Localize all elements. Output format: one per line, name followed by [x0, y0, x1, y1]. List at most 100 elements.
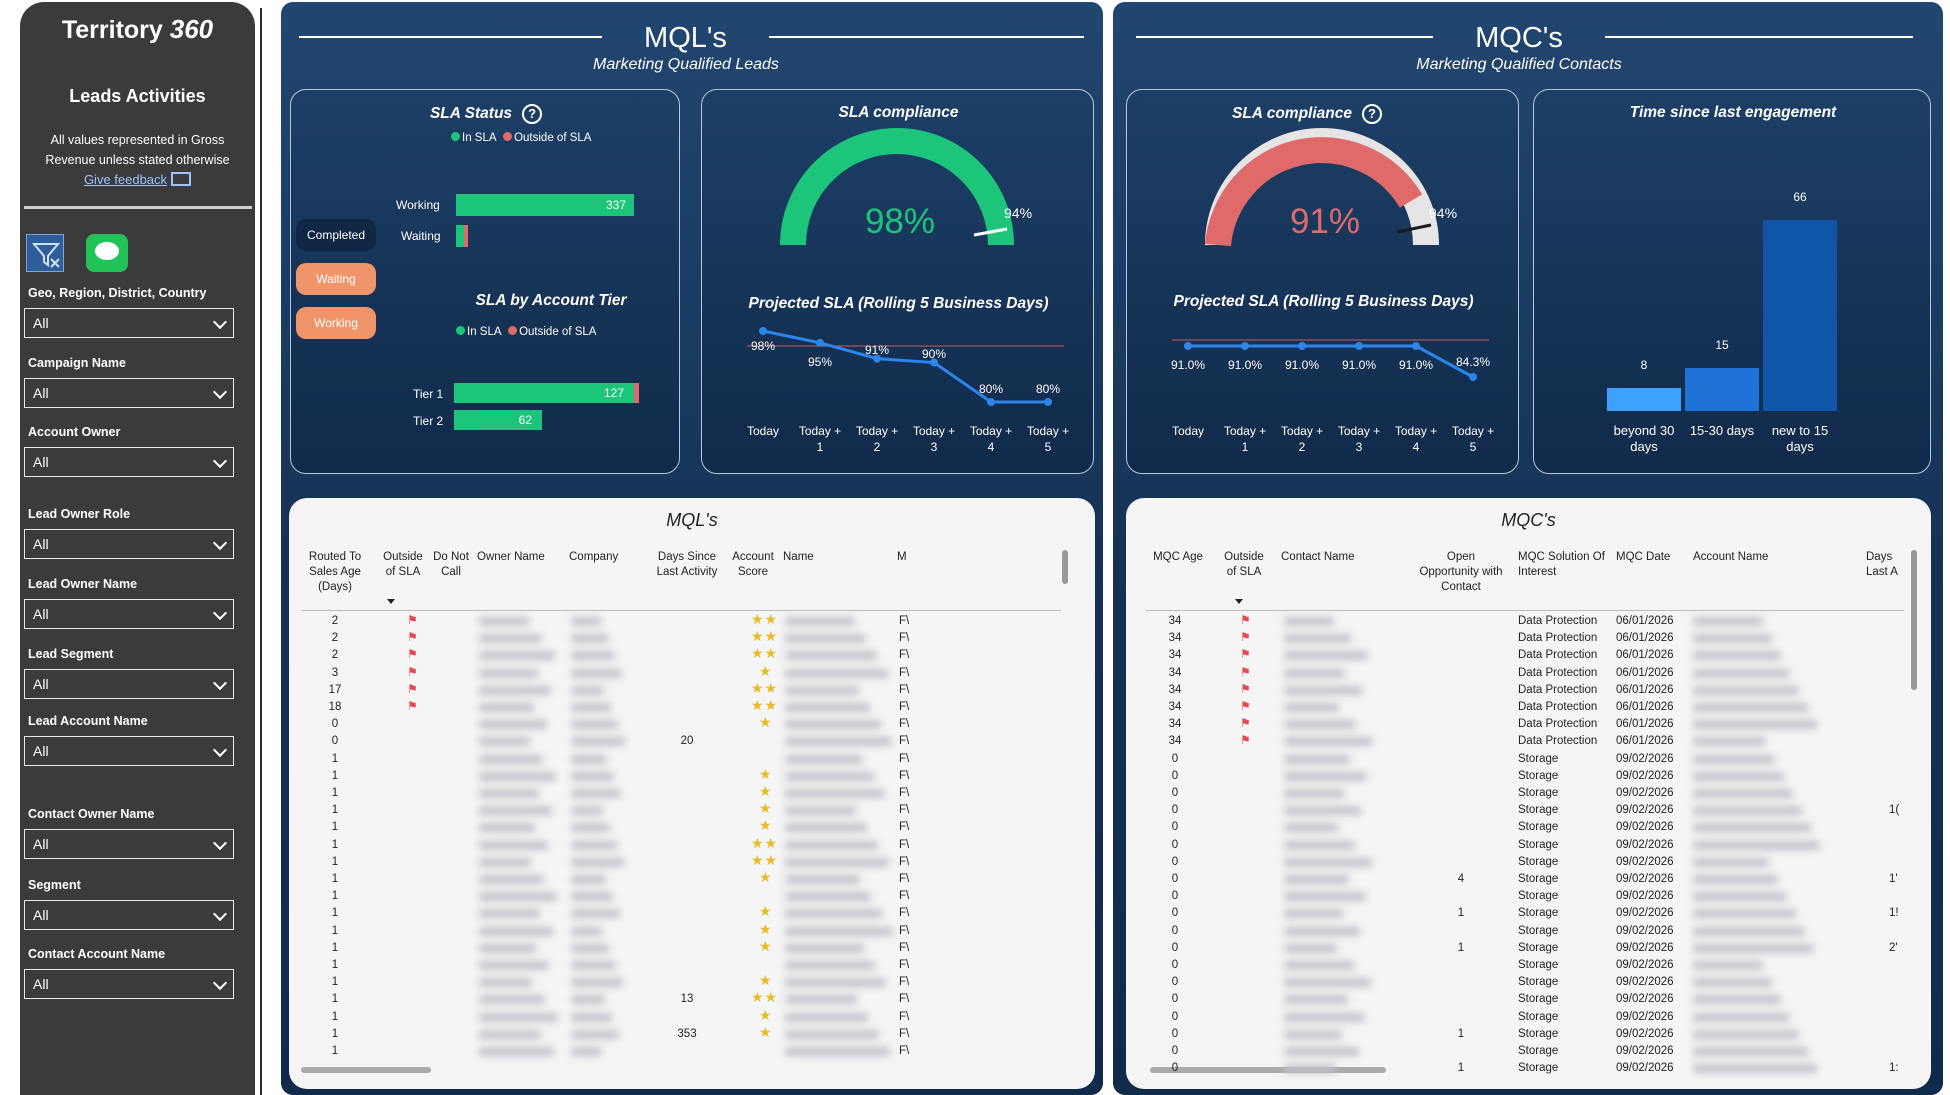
mqc-column-header[interactable]: MQC Solution Of Interest: [1518, 551, 1605, 578]
projected-point[interactable]: [873, 354, 881, 363]
engagement-bar[interactable]: [1763, 220, 1837, 411]
projected-point[interactable]: [816, 338, 824, 347]
table-row[interactable]: 1 13 ★★ F\: [301, 989, 1061, 1008]
filter-select-lead-owner-name[interactable]: All: [24, 599, 234, 629]
horizontal-scrollbar[interactable]: [301, 1067, 431, 1073]
pill-completed[interactable]: Completed: [296, 219, 376, 251]
table-row[interactable]: 34 ⚑ Data Protection 06/01/2026: [1126, 699, 1916, 716]
table-row[interactable]: 0 ★ F\: [301, 714, 1061, 733]
table-row[interactable]: 0 1 Storage 09/02/2026 1!: [1126, 905, 1916, 922]
table-row[interactable]: 1 353 ★ F\: [301, 1024, 1061, 1043]
filter-select-lead-account-name[interactable]: All: [24, 736, 234, 766]
table-row[interactable]: 1 F\: [301, 957, 1061, 974]
table-row[interactable]: 1 ★ F\: [301, 1007, 1061, 1026]
table-row[interactable]: 1 ★ F\: [301, 972, 1061, 991]
table-row[interactable]: 1 ★ F\: [301, 783, 1061, 802]
filter-select-lead-segment[interactable]: All: [24, 669, 234, 699]
tier-1-bar[interactable]: 127: [454, 383, 639, 403]
clear-filters-icon[interactable]: [26, 234, 64, 272]
table-row[interactable]: 1 ★ F\: [301, 800, 1061, 819]
projected-point[interactable]: [987, 398, 995, 406]
table-row[interactable]: 0 Storage 09/02/2026: [1126, 751, 1916, 768]
table-row[interactable]: 34 ⚑ Data Protection 06/01/2026: [1126, 716, 1916, 733]
table-row[interactable]: 18 ⚑ ★★ F\: [301, 697, 1061, 716]
projected-point[interactable]: [1044, 398, 1052, 406]
sort-desc-icon[interactable]: [387, 599, 395, 604]
table-row[interactable]: 0 Storage 09/02/2026: [1126, 1043, 1916, 1060]
mql-column-header[interactable]: Outside of SLA: [383, 551, 423, 578]
filter-select-segment[interactable]: All: [24, 900, 234, 930]
help-icon[interactable]: ?: [522, 104, 543, 124]
table-row[interactable]: 34 ⚑ Data Protection 06/01/2026: [1126, 647, 1916, 664]
horizontal-scrollbar[interactable]: [1150, 1067, 1386, 1073]
filter-select-campaign-name[interactable]: All: [24, 378, 234, 408]
table-row[interactable]: 0 1 Storage 09/02/2026 2': [1126, 940, 1916, 957]
table-row[interactable]: 17 ⚑ ★★ F\: [301, 680, 1061, 699]
table-row[interactable]: 0 20 F\: [301, 733, 1061, 750]
table-row[interactable]: 0 Storage 09/02/2026: [1126, 768, 1916, 785]
table-row[interactable]: 34 ⚑ Data Protection 06/01/2026: [1126, 630, 1916, 647]
table-row[interactable]: 1 ★ F\: [301, 817, 1061, 836]
table-row[interactable]: 0 Storage 09/02/2026: [1126, 837, 1916, 854]
projected-point[interactable]: [1298, 342, 1306, 350]
mail-icon[interactable]: [171, 172, 192, 186]
projected-point[interactable]: [1355, 342, 1363, 350]
bar-working[interactable]: 337: [456, 194, 634, 216]
table-row[interactable]: 2 ⚑ ★★ F\: [301, 645, 1061, 664]
table-row[interactable]: 34 ⚑ Data Protection 06/01/2026: [1126, 665, 1916, 682]
projected-point[interactable]: [930, 358, 938, 367]
table-row[interactable]: 0 Storage 09/02/2026: [1126, 819, 1916, 836]
mqc-column-header[interactable]: Open Opportunity with Contact: [1419, 551, 1503, 593]
table-row[interactable]: 1 ★ F\: [301, 903, 1061, 922]
table-row[interactable]: 2 ⚑ ★★ F\: [301, 628, 1061, 647]
table-row[interactable]: 1 F\: [301, 751, 1061, 768]
table-row[interactable]: 1 ★★ F\: [301, 835, 1061, 854]
table-row[interactable]: 0 Storage 09/02/2026: [1126, 923, 1916, 940]
engagement-bar[interactable]: [1607, 388, 1681, 411]
mql-column-header[interactable]: Days Since Last Activity: [656, 551, 718, 578]
mqc-column-header[interactable]: MQC Date: [1616, 551, 1671, 563]
sort-desc-icon[interactable]: [1235, 599, 1243, 604]
projected-point[interactable]: [1469, 373, 1477, 381]
mql-column-header[interactable]: Name: [783, 551, 814, 563]
table-row[interactable]: 34 ⚑ Data Protection 06/01/2026: [1126, 733, 1916, 750]
mqc-column-header[interactable]: Outside of SLA: [1224, 551, 1264, 578]
filter-select-contact-owner-name[interactable]: All: [24, 829, 234, 859]
mql-column-header[interactable]: Do Not Call: [433, 551, 469, 578]
mql-column-header[interactable]: Owner Name: [477, 551, 545, 563]
table-row[interactable]: 1 ★★ F\: [301, 852, 1061, 871]
mqc-column-header[interactable]: Account Name: [1693, 551, 1769, 563]
mqc-column-header[interactable]: Days Last A: [1866, 551, 1898, 578]
projected-point[interactable]: [759, 327, 767, 335]
mql-column-header[interactable]: Account Score: [732, 551, 774, 578]
projected-point[interactable]: [1241, 342, 1249, 350]
table-row[interactable]: 0 Storage 09/02/2026: [1126, 991, 1916, 1008]
table-row[interactable]: 1 ★ F\: [301, 766, 1061, 785]
mql-column-header[interactable]: Company: [569, 551, 619, 563]
table-row[interactable]: 0 Storage 09/02/2026: [1126, 854, 1916, 871]
bar-waiting[interactable]: [456, 225, 468, 247]
table-row[interactable]: 2 ⚑ ★★ F\: [301, 611, 1061, 630]
filter-select-account-owner[interactable]: All: [24, 447, 234, 477]
vertical-scrollbar[interactable]: [1062, 550, 1068, 584]
table-row[interactable]: 0 Storage 09/02/2026: [1126, 888, 1916, 905]
table-row[interactable]: 0 Storage 09/02/2026: [1126, 1009, 1916, 1026]
table-row[interactable]: 0 Storage 09/02/2026 1(: [1126, 802, 1916, 819]
table-row[interactable]: 0 Storage 09/02/2026: [1126, 974, 1916, 991]
help-icon[interactable]: ?: [1362, 104, 1382, 124]
tier-2-bar[interactable]: 62: [454, 410, 542, 430]
table-row[interactable]: 1 ★ F\: [301, 869, 1061, 888]
vertical-scrollbar[interactable]: [1911, 550, 1917, 690]
table-row[interactable]: 0 Storage 09/02/2026: [1126, 785, 1916, 802]
give-feedback-link[interactable]: Give feedback: [83, 172, 168, 187]
mql-column-header[interactable]: M: [897, 551, 907, 563]
mqc-column-header[interactable]: MQC Age: [1153, 551, 1203, 563]
table-row[interactable]: 3 ⚑ ★ F\: [301, 663, 1061, 682]
table-row[interactable]: 0 Storage 09/02/2026: [1126, 957, 1916, 974]
chat-icon[interactable]: [86, 234, 128, 272]
table-row[interactable]: 34 ⚑ Data Protection 06/01/2026: [1126, 613, 1916, 630]
table-row[interactable]: 1 ★ F\: [301, 921, 1061, 940]
table-row[interactable]: 1 F\: [301, 1043, 1061, 1060]
filter-select-geo-region-district-country[interactable]: All: [24, 308, 234, 338]
table-row[interactable]: 1 F\: [301, 888, 1061, 905]
